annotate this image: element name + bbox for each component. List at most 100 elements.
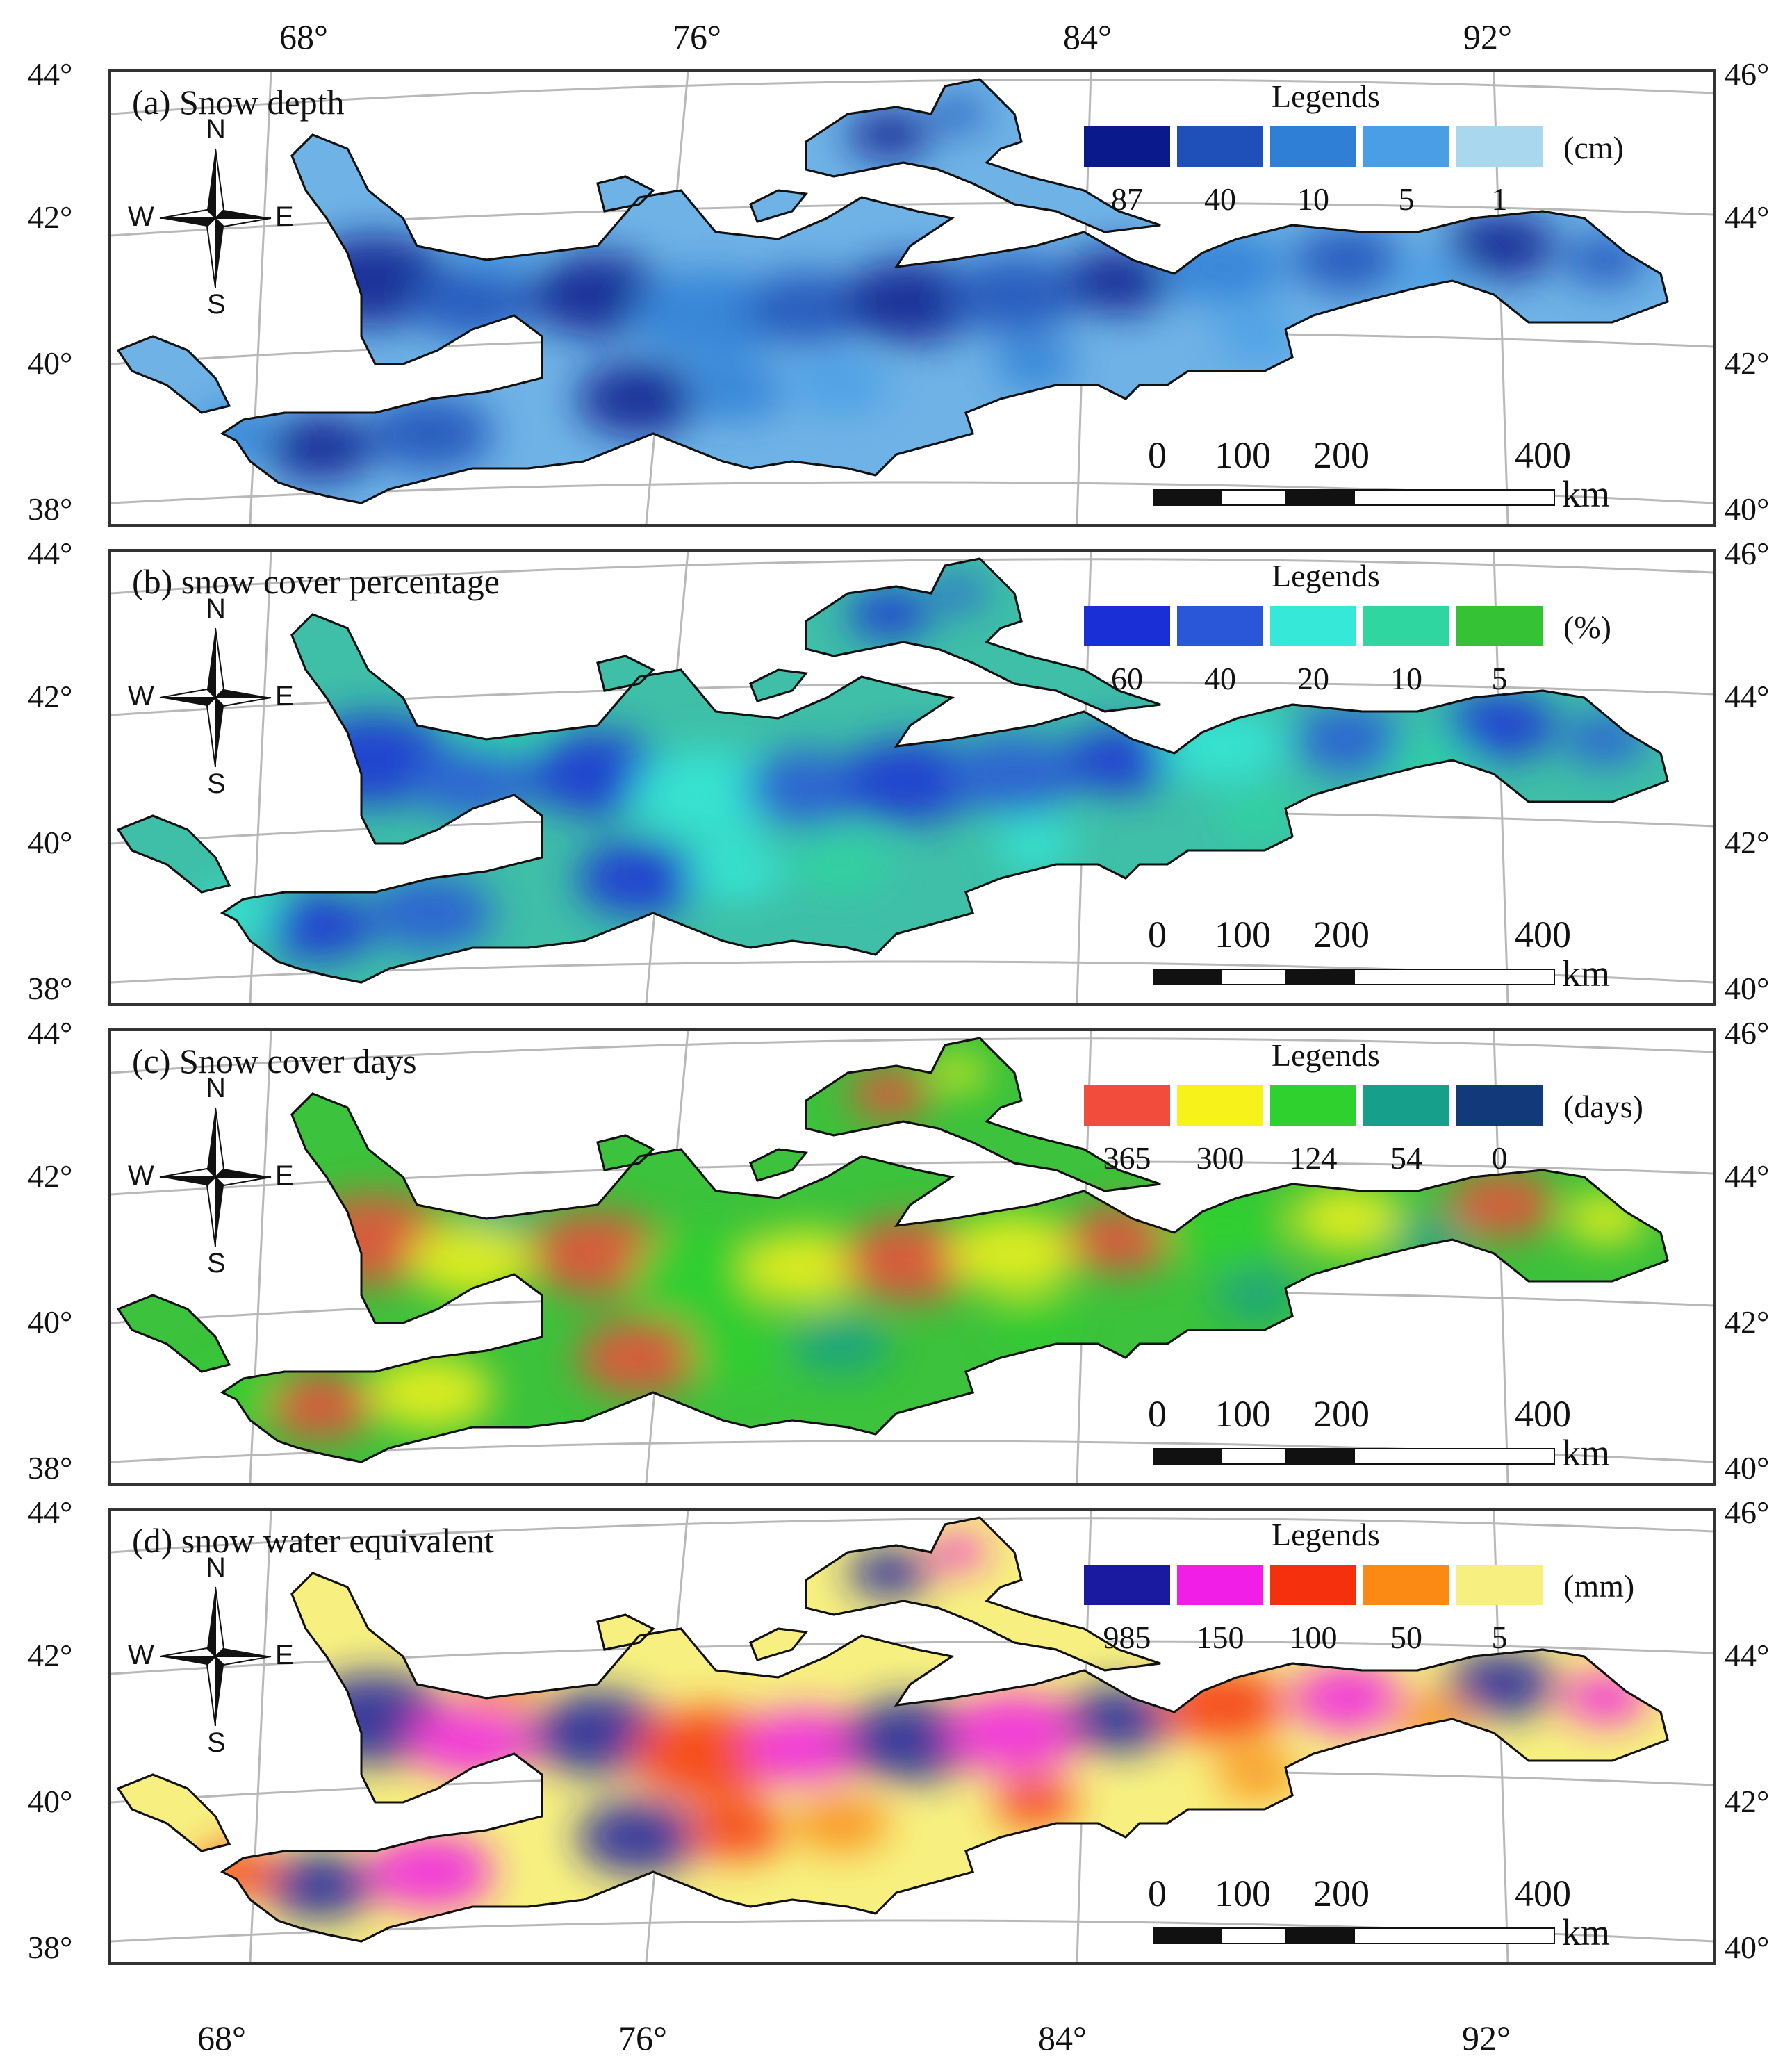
lat-label-right-42: 42° bbox=[1725, 1784, 1770, 1819]
lat-label-right-46: 46° bbox=[1725, 1015, 1770, 1051]
legend-value-5: 5 bbox=[1491, 1620, 1508, 1655]
scale-tick-100: 100 bbox=[1215, 1393, 1271, 1435]
value-patch bbox=[368, 875, 493, 951]
scale-tick-100: 100 bbox=[1215, 1873, 1271, 1914]
panel-title: (a) Snow depth bbox=[132, 83, 345, 122]
compass-north: N bbox=[206, 1552, 226, 1583]
map-canvas bbox=[111, 1031, 1713, 1483]
region-islet-2 bbox=[749, 1148, 808, 1182]
region-north-arm bbox=[805, 1516, 1161, 1672]
value-patch bbox=[688, 1801, 785, 1859]
lat-label-right-46: 46° bbox=[1725, 1495, 1770, 1530]
lon-label-bottom-68: 68° bbox=[197, 2018, 246, 2057]
value-patch bbox=[841, 1698, 980, 1782]
value-patch bbox=[368, 1834, 493, 1909]
panel-title: (d) snow water equivalent bbox=[132, 1521, 494, 1560]
value-patch bbox=[1292, 706, 1404, 773]
legend-value-2: 40 bbox=[1204, 661, 1236, 696]
compass-star-icon bbox=[159, 1107, 272, 1247]
legend-swatch-2 bbox=[1177, 126, 1263, 167]
value-patch bbox=[1390, 1694, 1473, 1744]
legend-value-4: 54 bbox=[1390, 1140, 1422, 1176]
legend-title: Legends bbox=[1272, 1037, 1380, 1073]
legend-value-2: 150 bbox=[1196, 1620, 1244, 1655]
value-patch bbox=[1563, 714, 1647, 764]
legend-value-5: 5 bbox=[1491, 661, 1508, 696]
legend-value-3: 124 bbox=[1289, 1140, 1338, 1176]
value-patch bbox=[931, 1536, 987, 1569]
value-patch bbox=[688, 842, 785, 901]
value-patch bbox=[848, 589, 931, 639]
legend-swatch-1 bbox=[1084, 606, 1170, 646]
lat-label-left-38: 38° bbox=[28, 971, 73, 1006]
region-north-arm bbox=[805, 557, 1161, 713]
legend-value-4: 10 bbox=[1390, 661, 1422, 696]
compass-south: S bbox=[207, 1248, 226, 1278]
value-patch bbox=[792, 1794, 889, 1852]
compass-rose: N S W E bbox=[128, 1073, 299, 1278]
legend: Legends (days) 365 300 124 54 0 bbox=[1084, 1037, 1709, 1176]
lon-label-bottom-84: 84° bbox=[1038, 2018, 1087, 2057]
lat-label-left-42: 42° bbox=[28, 679, 73, 714]
value-patch bbox=[1563, 1194, 1647, 1244]
map-panel: (c) Snow cover days N S W E Legen bbox=[108, 1028, 1716, 1486]
value-patch bbox=[948, 1693, 1080, 1773]
legend-value-3: 100 bbox=[1289, 1620, 1338, 1655]
legend-swatch-3 bbox=[1270, 606, 1356, 646]
lon-label-bottom-76: 76° bbox=[618, 2018, 667, 2057]
scale-tick-200: 200 bbox=[1313, 1873, 1370, 1914]
legend-value-3: 10 bbox=[1297, 181, 1329, 217]
lat-label-right-42: 42° bbox=[1725, 345, 1770, 381]
value-patch bbox=[931, 1056, 987, 1090]
legend-swatch-5 bbox=[1456, 606, 1543, 646]
value-patch bbox=[994, 339, 1077, 389]
legend-value-5: 1 bbox=[1491, 181, 1508, 217]
scale-bar: 0 100 200 400 km bbox=[1148, 913, 1654, 996]
scale-segment-3 bbox=[1287, 969, 1354, 985]
compass-west: W bbox=[128, 681, 154, 712]
value-patch bbox=[931, 577, 987, 610]
value-patch bbox=[1445, 1651, 1556, 1718]
value-patch bbox=[577, 1320, 702, 1395]
scale-segment-1 bbox=[1153, 1448, 1220, 1465]
scale-tick-400: 400 bbox=[1515, 914, 1571, 955]
scale-segment-3 bbox=[1287, 1448, 1354, 1465]
compass-north: N bbox=[206, 114, 226, 145]
scale-tick-200: 200 bbox=[1313, 914, 1370, 955]
lat-label-left-44: 44° bbox=[28, 1495, 73, 1530]
value-patch bbox=[994, 819, 1077, 869]
lat-label-left-42: 42° bbox=[28, 1158, 73, 1194]
scale-segment-3 bbox=[1287, 489, 1354, 506]
value-patch bbox=[577, 841, 702, 916]
value-patch bbox=[1563, 1673, 1647, 1723]
compass-east: E bbox=[275, 1160, 294, 1191]
scale-segment-4 bbox=[1354, 1927, 1555, 1944]
legend-swatch-3 bbox=[1270, 1085, 1356, 1126]
value-patch bbox=[632, 270, 785, 361]
scale-bar: 0 100 200 400 km bbox=[1148, 434, 1654, 517]
value-patch bbox=[1160, 1668, 1285, 1743]
legend-value-3: 20 bbox=[1297, 661, 1329, 696]
compass-east: E bbox=[275, 1640, 294, 1670]
lat-label-left-42: 42° bbox=[28, 1638, 73, 1673]
legend-value-2: 300 bbox=[1196, 1140, 1244, 1176]
legend-value-1: 985 bbox=[1103, 1620, 1151, 1655]
region-north-arm bbox=[805, 1037, 1161, 1192]
lat-label-right-46: 46° bbox=[1725, 536, 1770, 571]
map-canvas bbox=[111, 72, 1713, 524]
scale-tick-400: 400 bbox=[1515, 434, 1571, 476]
lat-label-right-40: 40° bbox=[1725, 971, 1770, 1006]
map-panel: (b) snow cover percentage N S W E bbox=[108, 549, 1716, 1006]
scale-segment-2 bbox=[1220, 1448, 1287, 1465]
value-patch bbox=[743, 1709, 869, 1784]
lat-label-left-38: 38° bbox=[28, 491, 73, 527]
value-patch bbox=[459, 1659, 542, 1709]
compass-star-icon bbox=[159, 1586, 272, 1727]
compass-rose: N S W E bbox=[128, 114, 299, 320]
lat-label-right-44: 44° bbox=[1725, 199, 1770, 235]
scale-segment-2 bbox=[1220, 969, 1287, 985]
value-patch bbox=[632, 749, 785, 841]
lon-label-top-92: 92° bbox=[1463, 17, 1512, 56]
value-patch bbox=[264, 414, 375, 481]
value-patch bbox=[1063, 1686, 1174, 1752]
